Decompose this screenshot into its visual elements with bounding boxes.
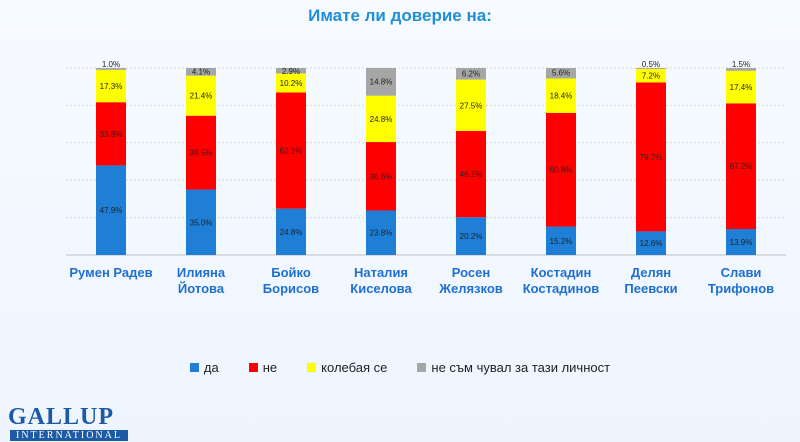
- category-label: Желязков: [438, 281, 503, 296]
- bar-segment-unknown: [456, 68, 486, 80]
- data-label: 24.8%: [280, 228, 303, 237]
- data-label: 17.4%: [730, 83, 753, 92]
- legend-label-yes: да: [203, 360, 219, 375]
- bar-segment-unknown: [186, 68, 216, 76]
- bar-segment-hesitant: [366, 95, 396, 143]
- data-label: 18.4%: [550, 92, 573, 101]
- data-label: 20.2%: [460, 232, 483, 241]
- bar-segment-yes: [546, 226, 576, 255]
- category-label: Костадинов: [523, 281, 600, 296]
- bar-segment-no: [366, 142, 396, 211]
- legend-swatch-hesitant: [307, 363, 317, 372]
- data-label: 1.0%: [102, 60, 120, 69]
- bar-segment-no: [276, 92, 306, 209]
- data-label: 27.5%: [460, 101, 483, 110]
- data-label: 7.2%: [642, 72, 660, 81]
- bar-segment-no: [726, 103, 756, 230]
- bar-segment-hesitant: [186, 75, 216, 116]
- data-label: 36.6%: [370, 172, 393, 181]
- data-label: 5.6%: [552, 69, 570, 78]
- data-label: 33.8%: [100, 130, 123, 139]
- category-label: Костадин: [531, 265, 592, 280]
- legend-swatch-yes: [189, 363, 199, 372]
- data-label: 35.0%: [190, 218, 213, 227]
- data-label: 1.5%: [732, 60, 750, 69]
- category-label: Илияна: [177, 265, 226, 280]
- logo-wordmark: GALLUP: [8, 404, 115, 430]
- bar-segment-hesitant: [726, 70, 756, 104]
- data-label: 79.7%: [640, 153, 663, 162]
- bar-segment-yes: [96, 165, 126, 255]
- bar-segment-hesitant: [96, 69, 126, 103]
- bar-segment-no: [456, 131, 486, 218]
- legend-label-no: не: [262, 360, 278, 375]
- data-label: 21.4%: [190, 92, 213, 101]
- legend-swatch-no: [248, 363, 258, 372]
- category-label: Слави: [721, 265, 762, 280]
- bar-segment-unknown: [366, 68, 396, 96]
- category-label: Наталия: [354, 265, 408, 280]
- bar-segment-yes: [726, 229, 756, 255]
- category-label: Пеевски: [624, 281, 677, 296]
- category-label: Киселова: [350, 281, 412, 296]
- category-label: Бойко: [271, 265, 311, 280]
- data-label: 60.8%: [550, 166, 573, 175]
- bar-segment-unknown: [276, 68, 306, 74]
- legend-swatch-unknown: [417, 363, 427, 372]
- legend-item-unknown: не съм чувал за тази личност: [417, 360, 610, 375]
- data-label: 17.3%: [100, 82, 123, 91]
- logo-subtitle: INTERNATIONAL: [10, 430, 128, 441]
- category-label: Росен: [452, 265, 490, 280]
- data-label: 0.5%: [642, 60, 660, 69]
- bar-segment-hesitant: [456, 79, 486, 132]
- category-label: Йотова: [178, 281, 225, 296]
- data-label: 10.2%: [280, 79, 303, 88]
- legend-item-no: не: [248, 360, 278, 375]
- bar-segment-yes: [366, 210, 396, 255]
- bar-segment-yes: [636, 231, 666, 255]
- category-label: Трифонов: [708, 281, 774, 296]
- data-label: 24.8%: [370, 115, 393, 124]
- bar-segment-hesitant: [636, 68, 666, 83]
- bar-segment-no: [186, 115, 216, 190]
- legend-item-hesitant: колебая се: [307, 360, 387, 375]
- category-label: Делян: [631, 265, 671, 280]
- bar-segment-unknown: [726, 68, 756, 71]
- bar-segment-no: [96, 102, 126, 166]
- bar-segment-yes: [186, 189, 216, 255]
- data-label: 12.6%: [640, 239, 663, 248]
- data-label: 2.9%: [282, 67, 300, 76]
- category-label: Борисов: [263, 281, 319, 296]
- data-label: 4.1%: [192, 67, 210, 76]
- bar-segment-yes: [456, 217, 486, 255]
- data-label: 15.2%: [550, 237, 573, 246]
- data-label: 23.8%: [370, 229, 393, 238]
- data-label: 13.9%: [730, 238, 753, 247]
- bar-segment-unknown: [636, 68, 666, 69]
- legend-item-yes: да: [189, 360, 219, 375]
- data-label: 47.9%: [100, 206, 123, 215]
- data-label: 62.1%: [280, 147, 303, 156]
- bar-segment-no: [546, 112, 576, 227]
- bar-segment-no: [636, 82, 666, 232]
- legend-label-unknown: не съм чувал за тази личност: [431, 360, 611, 375]
- legend: да не колебая се не съм чувал за тази ли…: [0, 360, 800, 375]
- bar-segment-unknown: [546, 68, 576, 79]
- data-label: 67.2%: [730, 162, 753, 171]
- category-label: Румен Радев: [69, 265, 152, 280]
- bar-segment-yes: [276, 208, 306, 255]
- bar-segment-hesitant: [276, 73, 306, 93]
- bar-segment-unknown: [96, 68, 126, 70]
- chart-title: Имате ли доверие на:: [308, 6, 492, 25]
- data-label: 46.1%: [460, 170, 483, 179]
- data-label: 14.8%: [370, 77, 393, 86]
- data-label: 39.5%: [190, 149, 213, 158]
- gallup-logo: GALLUP INTERNATIONAL: [8, 404, 148, 442]
- bar-segment-hesitant: [546, 78, 576, 113]
- data-label: 6.2%: [462, 69, 480, 78]
- legend-label-hesitant: колебая се: [321, 360, 388, 375]
